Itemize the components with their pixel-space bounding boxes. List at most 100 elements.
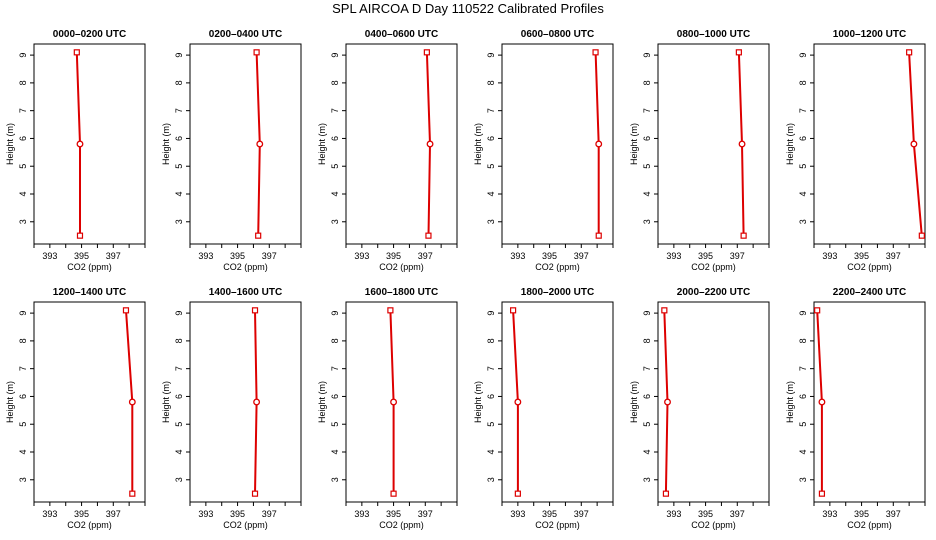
y-tick-label: 3 [642, 477, 652, 482]
data-point-circle [664, 398, 671, 406]
y-axis-label: Height (m) [161, 123, 171, 165]
y-tick-label: 7 [798, 108, 808, 113]
y-tick-label: 8 [486, 80, 496, 85]
x-tick-label: 393 [198, 251, 213, 261]
x-tick-label: 395 [230, 509, 245, 519]
panel-title: 1200–1400 UTC [53, 287, 126, 298]
panel-title: 2000–2200 UTC [677, 287, 750, 298]
x-tick-label: 397 [730, 251, 745, 261]
x-tick-label: 395 [698, 251, 713, 261]
plot-frame [657, 301, 770, 503]
x-tick-label: 393 [198, 509, 213, 519]
x-axis-label: CO2 (ppm) [847, 262, 892, 272]
x-tick-label: 397 [886, 251, 901, 261]
data-point-square [592, 49, 599, 56]
x-axis-label: CO2 (ppm) [535, 262, 580, 272]
x-tick-label: 393 [510, 509, 525, 519]
x-tick-label: 397 [730, 509, 745, 519]
plot-frame [345, 43, 458, 245]
panel-title: 0400–0600 UTC [365, 29, 438, 40]
y-tick-label: 5 [18, 164, 28, 169]
x-tick-label: 395 [542, 509, 557, 519]
y-tick-label: 5 [798, 422, 808, 427]
data-point-circle [514, 398, 522, 406]
y-tick-label: 3 [330, 219, 340, 224]
y-tick-label: 4 [798, 449, 808, 454]
x-tick-label: 397 [886, 509, 901, 519]
data-point-square [735, 49, 742, 56]
panel-title: 1800–2000 UTC [521, 287, 594, 298]
y-tick-label: 9 [798, 53, 808, 58]
x-tick-label: 393 [42, 251, 57, 261]
y-tick-label: 8 [642, 80, 652, 85]
y-tick-label: 7 [330, 108, 340, 113]
data-point-circle [128, 398, 136, 406]
x-axis-label: CO2 (ppm) [379, 262, 424, 272]
y-tick-label: 8 [798, 338, 808, 343]
x-tick-label: 395 [698, 509, 713, 519]
plot-frame [657, 43, 770, 245]
x-axis-label: CO2 (ppm) [67, 520, 112, 530]
y-tick-label: 6 [798, 394, 808, 399]
x-axis-label: CO2 (ppm) [223, 262, 268, 272]
y-tick-label: 5 [642, 164, 652, 169]
y-tick-label: 3 [330, 477, 340, 482]
data-point-square [814, 307, 821, 314]
data-point-square [251, 307, 259, 314]
y-tick-label: 7 [18, 108, 28, 113]
y-tick-label: 7 [174, 366, 184, 371]
x-tick-label: 397 [106, 251, 121, 261]
x-tick-label: 395 [542, 251, 557, 261]
data-point-square [661, 307, 668, 314]
x-tick-label: 393 [354, 509, 369, 519]
y-tick-label: 4 [18, 191, 28, 196]
x-tick-label: 397 [262, 251, 277, 261]
x-axis-label: CO2 (ppm) [691, 520, 736, 530]
y-tick-label: 4 [18, 449, 28, 454]
data-point-square [387, 307, 394, 314]
data-point-square [76, 232, 84, 239]
y-tick-label: 9 [486, 311, 496, 316]
data-point-square [251, 490, 259, 497]
main-title: SPL AIRCOA D Day 110522 Calibrated Profi… [332, 1, 604, 16]
x-tick-label: 393 [666, 509, 681, 519]
y-tick-label: 9 [798, 311, 808, 316]
plot-frame [501, 43, 614, 245]
x-axis-label: CO2 (ppm) [67, 262, 112, 272]
y-axis-label: Height (m) [473, 123, 483, 165]
x-tick-label: 393 [354, 251, 369, 261]
y-axis-label: Height (m) [317, 381, 327, 423]
y-tick-label: 8 [174, 338, 184, 343]
y-tick-label: 9 [18, 311, 28, 316]
y-tick-label: 5 [330, 422, 340, 427]
y-tick-label: 6 [642, 394, 652, 399]
y-tick-label: 6 [18, 136, 28, 141]
x-tick-label: 393 [510, 251, 525, 261]
x-tick-label: 395 [386, 251, 401, 261]
panel-title: 0200–0400 UTC [209, 29, 282, 40]
y-axis-label: Height (m) [473, 381, 483, 423]
x-tick-label: 393 [822, 509, 837, 519]
y-tick-label: 3 [798, 477, 808, 482]
y-tick-label: 9 [642, 53, 652, 58]
y-tick-label: 6 [174, 394, 184, 399]
y-tick-label: 8 [18, 338, 28, 343]
y-axis-label: Height (m) [161, 381, 171, 423]
y-tick-label: 7 [486, 108, 496, 113]
y-axis-label: Height (m) [317, 123, 327, 165]
y-tick-label: 9 [174, 311, 184, 316]
y-tick-label: 9 [486, 53, 496, 58]
plot-frame [345, 301, 458, 503]
data-point-square [514, 490, 521, 497]
plot-frame [189, 301, 302, 503]
